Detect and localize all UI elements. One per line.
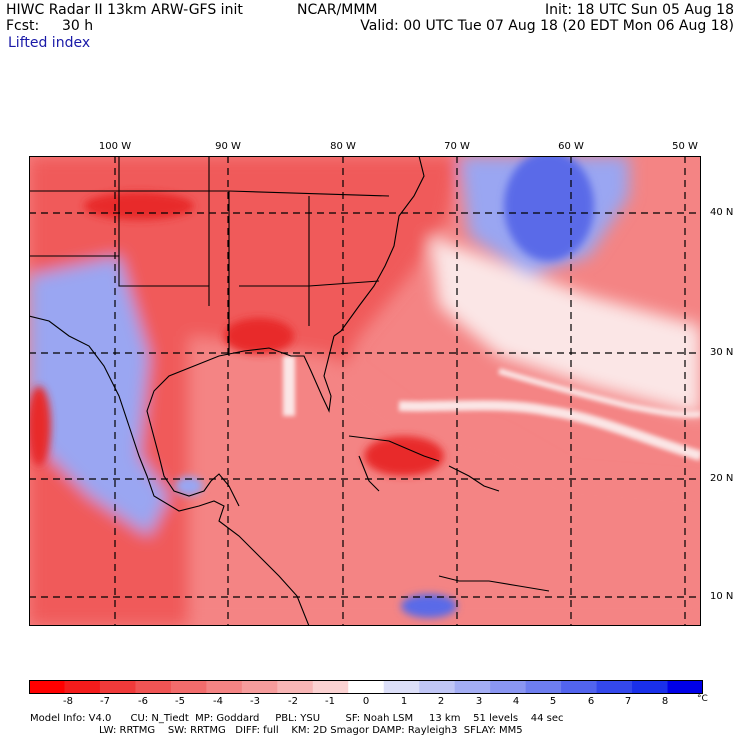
lat-label: 10 N: [710, 591, 734, 602]
lon-label: 70 W: [444, 141, 470, 152]
colorbar-unit: °C: [697, 694, 708, 704]
colorbar-swatch: [99, 680, 136, 694]
colorbar-swatch: [490, 680, 527, 694]
colorbar-swatch: [241, 680, 278, 694]
colorbar-label: 5: [549, 696, 557, 707]
map-frame: [29, 156, 701, 626]
title: HIWC Radar II 13km ARW-GFS init: [6, 2, 243, 18]
colorbar-label: -3: [250, 696, 260, 707]
init-time: Init: 18 UTC Sun 05 Aug 18: [545, 2, 734, 18]
colorbar-label: 7: [624, 696, 632, 707]
colorbar-swatch: [64, 680, 101, 694]
colorbar-swatch: [632, 680, 669, 694]
colorbar-swatch: [312, 680, 349, 694]
graticule: [29, 156, 701, 626]
colorbar-swatch: [170, 680, 207, 694]
organization: NCAR/MMM: [297, 2, 378, 18]
colorbar-swatch: [29, 680, 65, 694]
colorbar-label: -1: [325, 696, 335, 707]
colorbar-label: -8: [63, 696, 73, 707]
colorbar-frame: [29, 680, 703, 694]
lon-label: 90 W: [215, 141, 241, 152]
field-name: Lifted index: [8, 35, 91, 51]
colorbar-label: 2: [437, 696, 445, 707]
colorbar-label: -4: [213, 696, 223, 707]
colorbar-label: -2: [288, 696, 298, 707]
colorbar-swatch: [561, 680, 598, 694]
colorbar-label: 1: [400, 696, 408, 707]
colorbar-swatch: [348, 680, 385, 694]
colorbar-swatch: [419, 680, 456, 694]
colorbar-swatch: [596, 680, 633, 694]
lat-label: 40 N: [710, 207, 734, 218]
colorbar-label: 8: [661, 696, 669, 707]
lon-label: 100 W: [98, 141, 132, 152]
colorbar-swatch: [206, 680, 243, 694]
coastlines: [29, 156, 550, 626]
colorbar-swatch: [135, 680, 172, 694]
colorbar-swatch: [383, 680, 420, 694]
cool-bands: [283, 356, 701, 461]
lon-label: 60 W: [558, 141, 584, 152]
colorbar-label: -6: [138, 696, 148, 707]
colorbar-label: -5: [175, 696, 185, 707]
lon-label: 50 W: [672, 141, 698, 152]
model-info-line1: Model Info: V4.0 CU: N_Tiedt MP: Goddard…: [30, 713, 564, 724]
colorbar-swatch: [454, 680, 491, 694]
valid-time: Valid: 00 UTC Tue 07 Aug 18 (20 EDT Mon …: [360, 18, 734, 34]
forecast-label: Fcst:: [6, 18, 40, 34]
colorbar-label: 4: [512, 696, 520, 707]
model-info-line2: LW: RRTMG SW: RRTMG DIFF: full KM: 2D Sm…: [99, 725, 523, 736]
forecast-hour: 30 h: [62, 18, 94, 34]
colorbar-swatch: [667, 680, 703, 694]
colorbar-label: 0: [362, 696, 370, 707]
lat-label: 30 N: [710, 347, 734, 358]
lifted-index-field: [29, 156, 701, 626]
lat-label: 20 N: [710, 473, 734, 484]
lon-label: 80 W: [330, 141, 356, 152]
colorbar-label: 6: [587, 696, 595, 707]
colorbar-label: -7: [100, 696, 110, 707]
colorbar-label: 3: [475, 696, 483, 707]
lifted-index-map: [29, 156, 701, 626]
colorbar-swatch: [525, 680, 562, 694]
colorbar-swatch: [277, 680, 314, 694]
colorbar: [29, 680, 703, 694]
